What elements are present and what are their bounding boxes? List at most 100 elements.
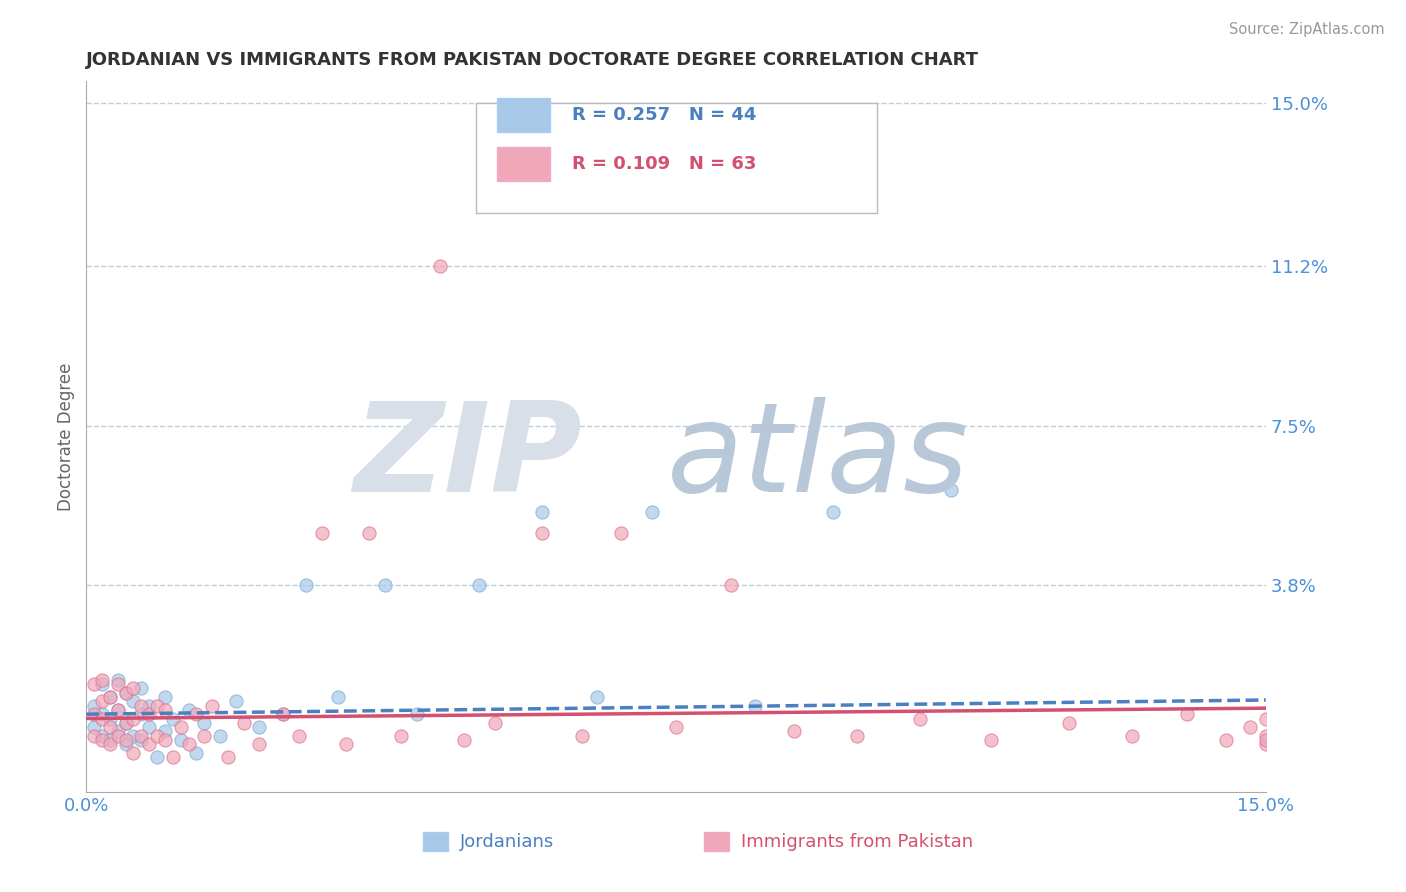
- Point: [374, 578, 396, 592]
- Point: [193, 715, 215, 730]
- Point: [83, 729, 105, 743]
- Point: [177, 737, 200, 751]
- Point: [83, 698, 105, 713]
- FancyBboxPatch shape: [496, 146, 550, 181]
- FancyBboxPatch shape: [496, 98, 550, 133]
- Point: [153, 733, 176, 747]
- Point: [138, 698, 160, 713]
- Point: [131, 681, 153, 696]
- Point: [201, 698, 224, 713]
- Point: [845, 729, 868, 743]
- Point: [83, 707, 105, 722]
- Point: [131, 729, 153, 743]
- Text: Jordanians: Jordanians: [460, 832, 554, 850]
- Point: [122, 746, 145, 760]
- Point: [208, 729, 231, 743]
- Text: ZIP: ZIP: [353, 397, 582, 518]
- Point: [225, 694, 247, 708]
- Point: [531, 505, 554, 519]
- Text: JORDANIAN VS IMMIGRANTS FROM PAKISTAN DOCTORATE DEGREE CORRELATION CHART: JORDANIAN VS IMMIGRANTS FROM PAKISTAN DO…: [86, 51, 980, 69]
- Text: Source: ZipAtlas.com: Source: ZipAtlas.com: [1229, 22, 1385, 37]
- Point: [531, 526, 554, 541]
- Point: [169, 720, 191, 734]
- Point: [453, 733, 475, 747]
- Point: [665, 720, 688, 734]
- Point: [107, 724, 129, 739]
- Text: R = 0.109   N = 63: R = 0.109 N = 63: [572, 154, 756, 173]
- Point: [908, 712, 931, 726]
- Point: [429, 260, 451, 274]
- Point: [114, 715, 136, 730]
- Point: [91, 673, 114, 687]
- Point: [83, 720, 105, 734]
- Point: [114, 686, 136, 700]
- Point: [1215, 733, 1237, 747]
- Point: [823, 505, 845, 519]
- Point: [122, 681, 145, 696]
- Point: [941, 483, 963, 498]
- Point: [122, 694, 145, 708]
- FancyBboxPatch shape: [475, 103, 876, 213]
- Point: [287, 729, 309, 743]
- Point: [359, 526, 381, 541]
- Point: [91, 694, 114, 708]
- Point: [783, 724, 806, 739]
- Point: [114, 686, 136, 700]
- Point: [107, 703, 129, 717]
- Point: [217, 750, 239, 764]
- Point: [295, 578, 318, 592]
- Point: [162, 712, 184, 726]
- Point: [138, 737, 160, 751]
- Point: [98, 690, 121, 704]
- Point: [138, 707, 160, 722]
- Point: [177, 703, 200, 717]
- Point: [247, 737, 270, 751]
- Point: [980, 733, 1002, 747]
- Point: [186, 707, 208, 722]
- Point: [311, 526, 333, 541]
- Point: [641, 505, 664, 519]
- Point: [91, 707, 114, 722]
- Point: [98, 733, 121, 747]
- Point: [162, 750, 184, 764]
- Point: [91, 729, 114, 743]
- Point: [131, 733, 153, 747]
- Text: Immigrants from Pakistan: Immigrants from Pakistan: [741, 832, 973, 850]
- Point: [122, 712, 145, 726]
- Point: [405, 707, 427, 722]
- Point: [271, 707, 294, 722]
- Point: [153, 690, 176, 704]
- Point: [83, 677, 105, 691]
- Point: [1239, 720, 1261, 734]
- Point: [107, 673, 129, 687]
- Point: [98, 737, 121, 751]
- Text: atlas: atlas: [666, 397, 969, 518]
- Point: [98, 690, 121, 704]
- Point: [91, 733, 114, 747]
- Point: [1254, 729, 1277, 743]
- Point: [247, 720, 270, 734]
- Point: [1175, 707, 1198, 722]
- Point: [146, 729, 169, 743]
- Point: [484, 715, 506, 730]
- Point: [138, 720, 160, 734]
- Point: [1121, 729, 1143, 743]
- Point: [114, 737, 136, 751]
- Point: [389, 729, 412, 743]
- Point: [720, 578, 742, 592]
- Text: R = 0.257   N = 44: R = 0.257 N = 44: [572, 106, 756, 125]
- Point: [326, 690, 349, 704]
- Point: [146, 750, 169, 764]
- Point: [91, 712, 114, 726]
- Point: [193, 729, 215, 743]
- Point: [610, 526, 633, 541]
- Point: [186, 746, 208, 760]
- Point: [98, 720, 121, 734]
- Point: [98, 712, 121, 726]
- Point: [335, 737, 357, 751]
- Point: [1254, 712, 1277, 726]
- Point: [153, 703, 176, 717]
- Point: [1254, 737, 1277, 751]
- Point: [91, 677, 114, 691]
- Point: [232, 715, 254, 730]
